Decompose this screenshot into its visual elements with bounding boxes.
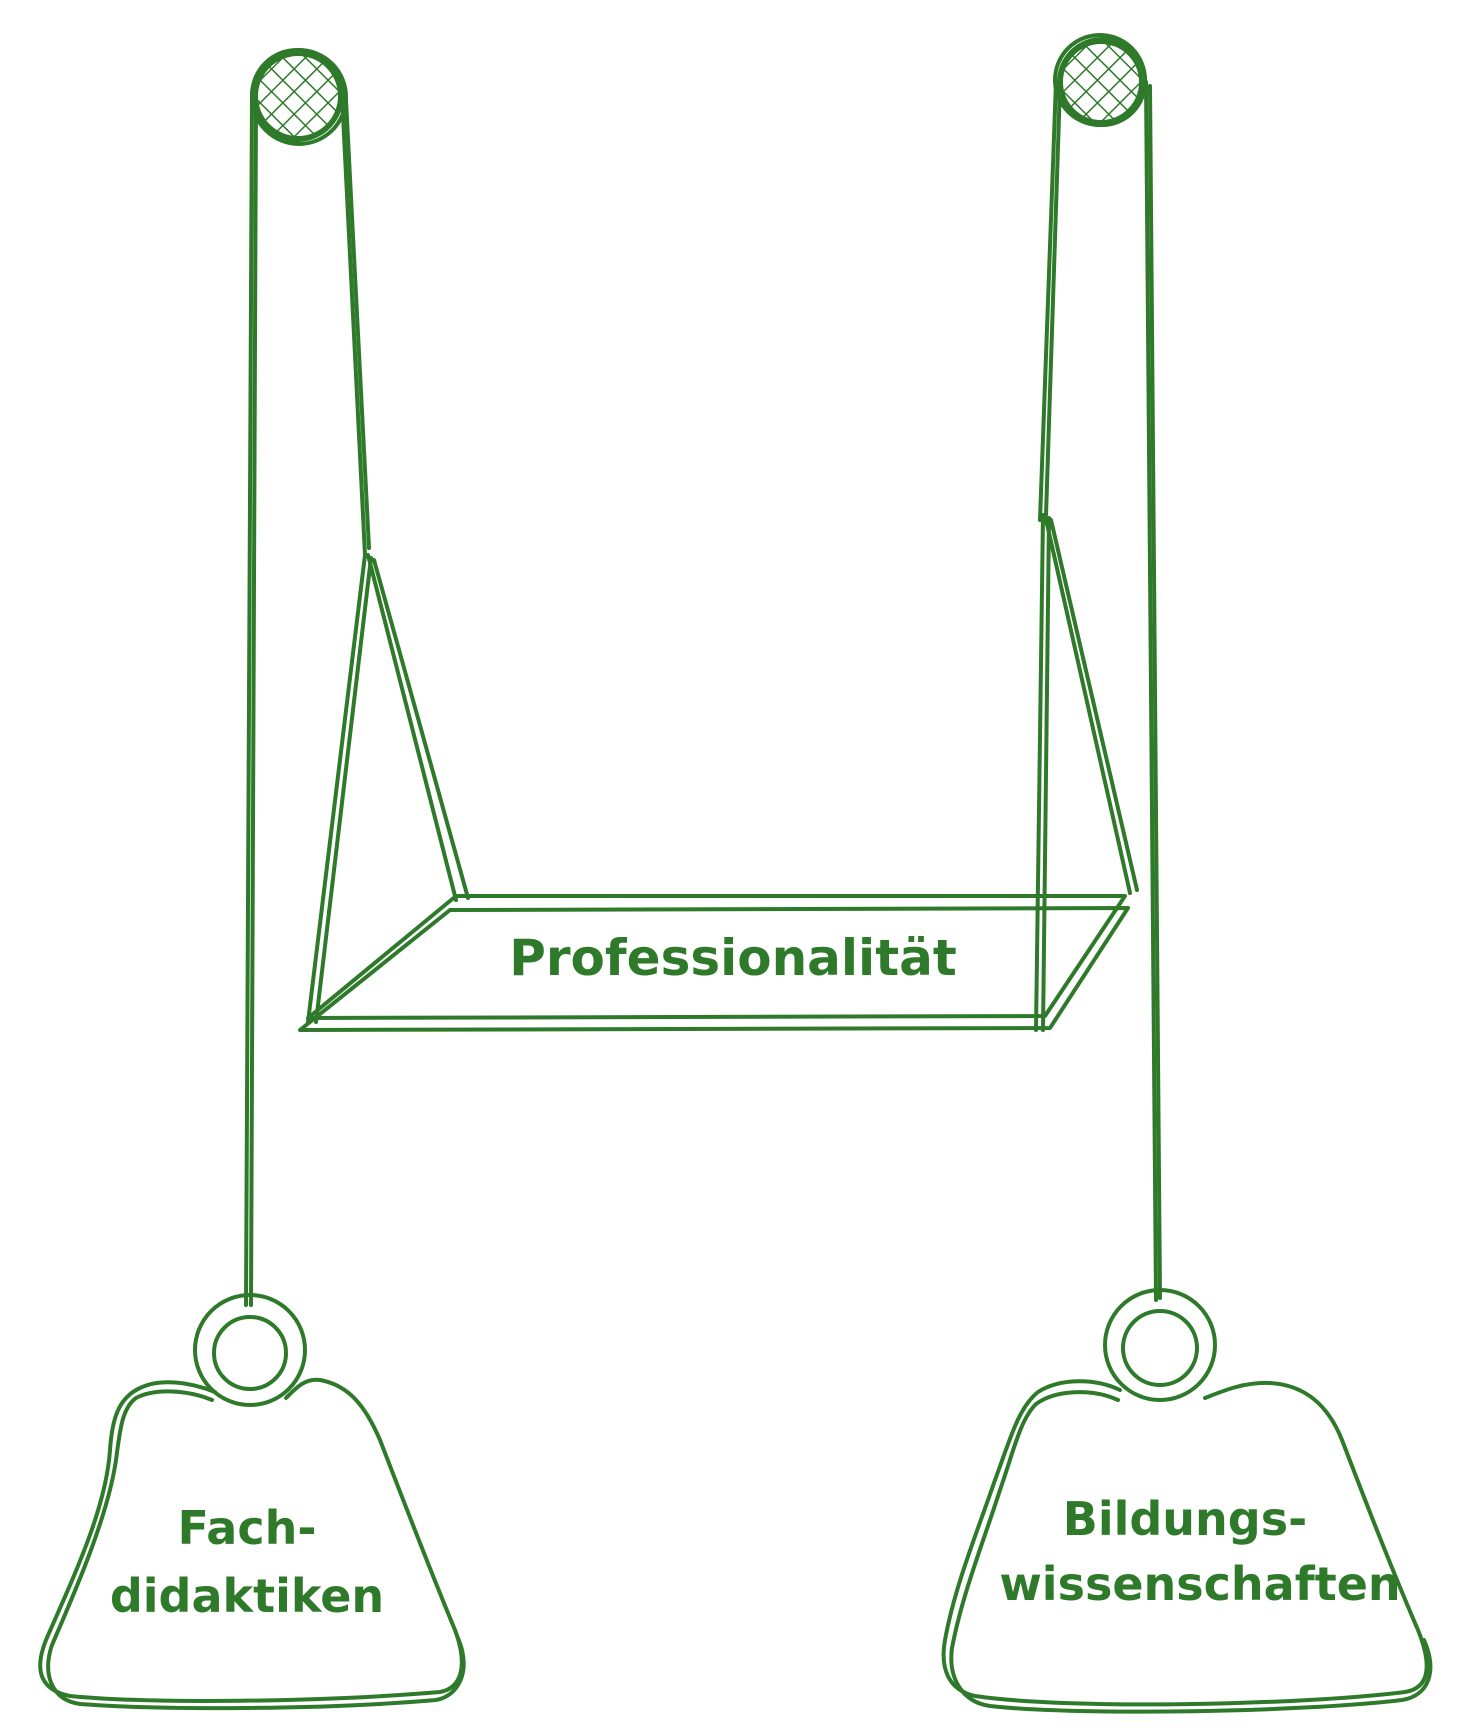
- left-weight-label-line1: Fach-: [178, 1501, 317, 1555]
- left-pulley: [250, 48, 348, 146]
- left-weight-label-line2: didaktiken: [110, 1569, 384, 1623]
- right-weight: Bildungs- wissenschaften: [941, 1288, 1433, 1714]
- left-seat-hanger: [306, 553, 470, 1024]
- right-weight-body: [941, 1379, 1429, 1707]
- left-weight-ring: [193, 1293, 307, 1407]
- right-rope: [1038, 80, 1162, 1302]
- seat-label: Professionalität: [509, 929, 957, 987]
- swing-seat: Professionalität: [298, 894, 1130, 1032]
- right-seat-hanger: [1034, 513, 1139, 1032]
- right-weight-label-line1: Bildungs-: [1063, 1492, 1307, 1546]
- right-weight-label-line2: wissenschaften: [999, 1557, 1400, 1611]
- right-pulley: [1053, 33, 1147, 127]
- left-weight: Fach- didaktiken: [38, 1293, 466, 1711]
- right-weight-ring: [1103, 1288, 1217, 1402]
- left-weight-body: [38, 1377, 464, 1703]
- left-rope: [244, 93, 371, 1307]
